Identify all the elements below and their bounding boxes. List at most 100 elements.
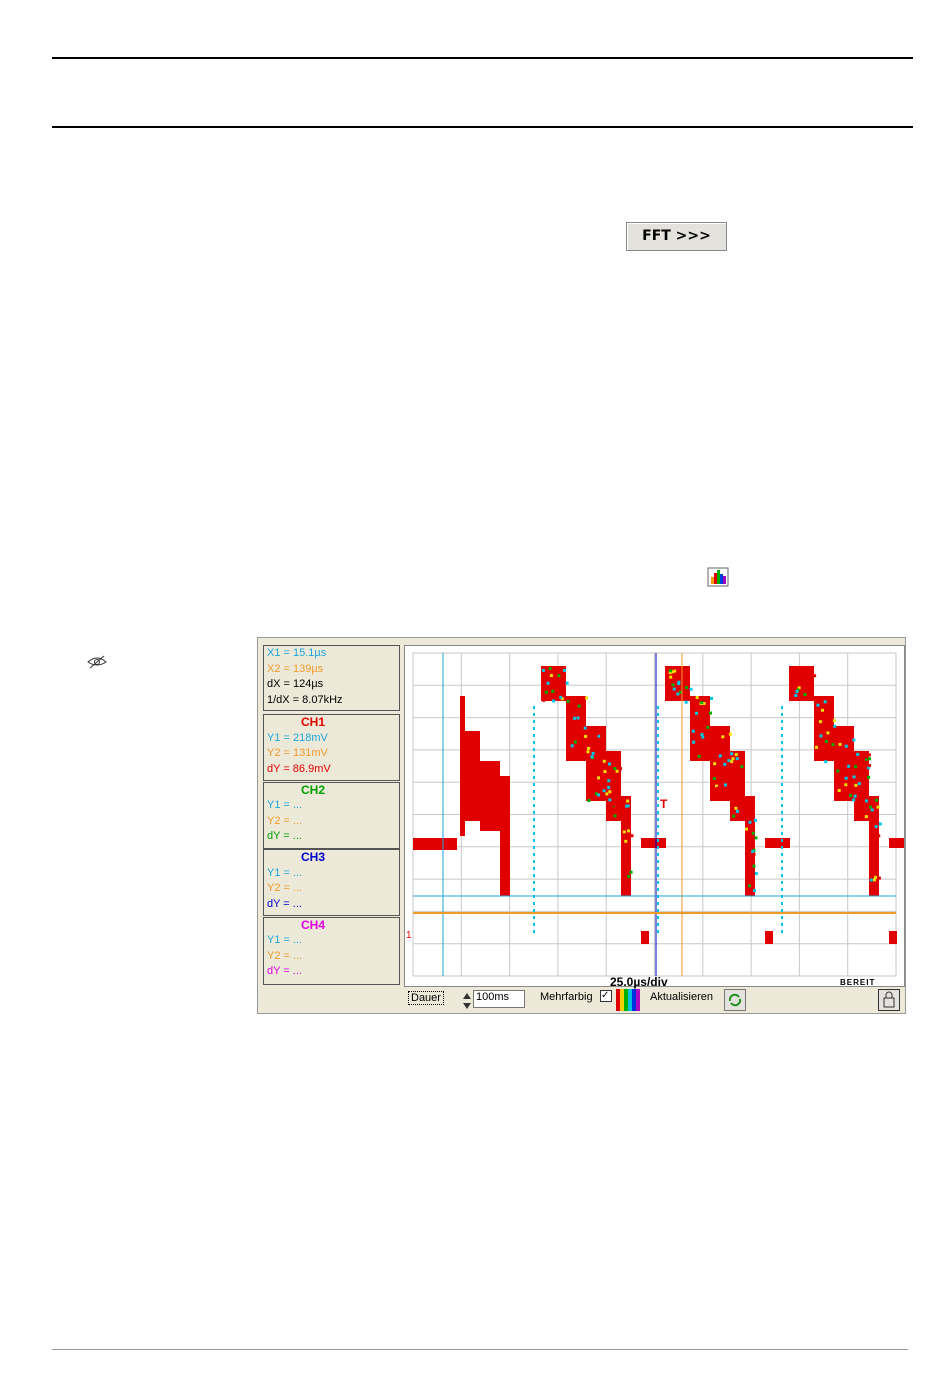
channel-y1: Y1 = 218mV (267, 731, 328, 744)
rule (52, 126, 913, 128)
waveform-dot (694, 716, 698, 720)
waveform-dot (701, 735, 705, 739)
waveform-dot (586, 750, 590, 754)
waveform-dot (573, 701, 577, 705)
waveform (765, 931, 773, 944)
waveform-dot (549, 674, 553, 678)
waveform-dot (657, 923, 659, 926)
waveform-dot (533, 776, 535, 779)
waveform-dot (862, 757, 866, 761)
waveform-dot (533, 783, 535, 786)
waveform-dot (533, 839, 535, 842)
waveform-dot (657, 797, 659, 800)
waveform-dot (842, 786, 846, 790)
waveform-dot (622, 830, 626, 834)
lock-button[interactable] (878, 989, 900, 1011)
waveform-dot (702, 701, 706, 705)
x1: X1 = 15.1µs (267, 647, 327, 659)
fft-button[interactable]: FFT >>> (626, 222, 727, 251)
spinner[interactable] (462, 991, 472, 1011)
waveform-dot (695, 696, 699, 700)
waveform-dot (550, 682, 554, 686)
waveform-dot (611, 803, 615, 807)
waveform-dot (584, 734, 588, 738)
waveform-dot (560, 697, 564, 701)
waveform-dot (684, 700, 688, 704)
refresh-button[interactable] (724, 989, 746, 1011)
waveform-dot (697, 754, 701, 758)
waveform-dot (781, 923, 783, 926)
waveform-dot (748, 820, 752, 824)
waveform-dot (781, 846, 783, 849)
waveform-dot (832, 719, 836, 723)
trigger-marker: T (660, 797, 668, 811)
waveform-dot (613, 767, 617, 771)
waveform-dot (781, 755, 783, 758)
waveform-dot (669, 675, 673, 679)
duration-input[interactable]: 100ms (473, 990, 525, 1008)
waveform-dot (533, 748, 535, 751)
waveform-dot (607, 779, 611, 783)
waveform-dot (814, 712, 818, 716)
waveform-dot (869, 878, 873, 882)
refresh-label: Aktualisieren (650, 991, 713, 1003)
waveform-dot (856, 760, 860, 764)
multicolor-label: Mehrfarbig (540, 991, 593, 1003)
channel-marker: 1 (406, 930, 412, 941)
waveform-dot (587, 798, 591, 802)
waveform-dot (657, 804, 659, 807)
waveform-dot (781, 762, 783, 765)
waveform (465, 731, 480, 821)
waveform (889, 931, 897, 944)
waveform-dot (813, 674, 817, 678)
palette (616, 989, 640, 1011)
multicolor-checkbox[interactable]: ✓ (600, 990, 612, 1002)
waveform-dot (533, 713, 535, 716)
waveform-dot (752, 889, 756, 893)
waveform-dot (594, 735, 598, 739)
waveform (710, 726, 730, 801)
waveform-dot (559, 686, 563, 690)
waveform-dot (657, 839, 659, 842)
waveform-dot (657, 909, 659, 912)
waveform-dot (781, 811, 783, 814)
waveform-dot (781, 783, 783, 786)
waveform-dot (608, 762, 612, 766)
waveform-dot (708, 711, 712, 715)
waveform-dot (583, 726, 587, 730)
waveform (606, 751, 621, 821)
waveform-dot (625, 804, 629, 808)
waveform-dot (728, 732, 732, 736)
waveform-dot (594, 792, 598, 796)
waveform-dot (816, 703, 820, 707)
waveform-dot (590, 755, 594, 759)
channel-dy: dY = ... (267, 830, 302, 842)
waveform (869, 796, 879, 896)
waveform-dot (781, 804, 783, 807)
waveform (460, 696, 465, 836)
waveform-dot (657, 860, 659, 863)
waveform-dot (657, 832, 659, 835)
waveform-dot (548, 667, 552, 671)
waveform-dot (689, 687, 693, 691)
waveform-dot (796, 688, 800, 692)
waveform-dot (878, 822, 882, 826)
waveform-dot (533, 853, 535, 856)
waveform-dot (657, 748, 659, 751)
waveform-dot (796, 681, 800, 685)
waveform-dot (603, 770, 607, 774)
waveform-dot (724, 783, 728, 787)
duration-label[interactable]: Dauer (408, 991, 444, 1005)
waveform (854, 751, 869, 821)
channel-name: CH2 (300, 782, 325, 797)
waveform-dot (594, 726, 598, 730)
waveform-dot (597, 734, 601, 738)
waveform-dot (630, 834, 634, 838)
waveform-dot (725, 769, 729, 773)
channel-dy: dY = ... (267, 897, 302, 910)
waveform-dot (673, 678, 677, 682)
waveform-dot (706, 725, 710, 729)
waveform-dot (781, 888, 783, 891)
waveform-dot (533, 860, 535, 863)
